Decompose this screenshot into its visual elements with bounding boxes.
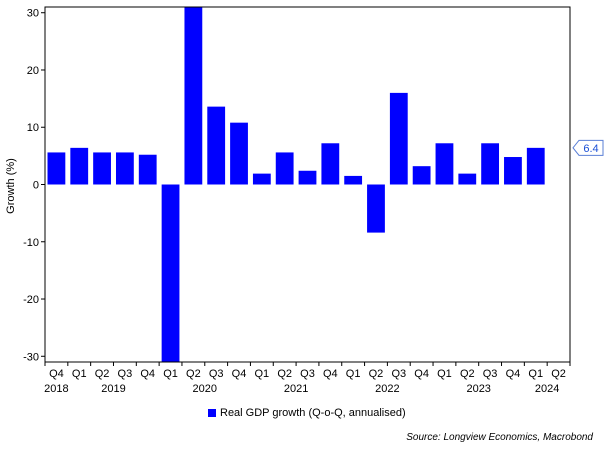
legend-label: Real GDP growth (Q-o-Q, annualised)	[220, 407, 406, 419]
legend-swatch	[208, 409, 216, 417]
bar	[275, 152, 294, 185]
bar	[344, 175, 363, 185]
y-axis-title: Growth (%)	[5, 158, 17, 214]
bar	[138, 154, 157, 185]
x-quarter-label: Q3	[391, 368, 406, 380]
x-quarter-label: Q2	[186, 368, 201, 380]
x-quarter-label: Q1	[163, 368, 178, 380]
x-quarter-label: Q3	[118, 368, 133, 380]
y-tick-label: -20	[23, 294, 39, 306]
x-year-label: 2023	[466, 383, 490, 395]
x-quarter-label: Q4	[49, 368, 64, 380]
bar	[70, 147, 89, 185]
bars-group	[47, 7, 545, 362]
bar	[47, 152, 66, 185]
x-quarter-label: Q4	[506, 368, 521, 380]
x-year-label: 2019	[101, 383, 125, 395]
bar	[115, 152, 134, 185]
x-axis-ticks: Q4 Q1 Q2 Q3 Q4 Q1 Q2 Q3 Q4 Q1 Q2 Q3 Q4 Q1 Q2 Q3 Q4 Q1 Q2 Q3…	[44, 362, 571, 395]
source-note: Source: Longview Economics, Macrobond	[406, 432, 593, 443]
x-quarter-label: Q1	[255, 368, 270, 380]
bar	[504, 157, 522, 185]
x-quarter-label: Q3	[483, 368, 498, 380]
bar	[458, 173, 477, 185]
y-tick-label: 0	[33, 180, 39, 192]
x-quarter-label: Q2	[460, 368, 475, 380]
x-quarter-label: Q1	[346, 368, 361, 380]
x-year-label: 2020	[193, 383, 217, 395]
callout-box	[572, 139, 604, 156]
x-quarter-label: Q3	[209, 368, 224, 380]
x-quarter-label: Q2	[277, 368, 292, 380]
bar	[412, 166, 431, 185]
x-quarter-label: Q2	[369, 368, 384, 380]
bar	[207, 106, 226, 185]
x-quarter-label: Q3	[300, 368, 315, 380]
bar	[252, 173, 271, 185]
bar	[184, 7, 203, 185]
x-quarter-label: Q2	[95, 368, 110, 380]
x-quarter-label: Q4	[323, 368, 338, 380]
legend: Real GDP growth (Q-o-Q, annualised)	[208, 407, 406, 419]
x-quarter-label: Q1	[528, 368, 543, 380]
y-tick-label: 30	[27, 8, 39, 20]
x-quarter-label: Q4	[140, 368, 155, 380]
x-quarter-label: Q1	[72, 368, 87, 380]
bar	[321, 143, 340, 185]
y-axis-ticks: 30 20 10 0 -10 -20 -30	[23, 8, 45, 363]
bar	[367, 184, 385, 233]
x-year-label: 2022	[375, 383, 399, 395]
x-quarter-label: Q2	[551, 368, 566, 380]
bar	[481, 143, 500, 185]
bar	[389, 92, 408, 185]
y-tick-label: -10	[23, 237, 39, 249]
bar	[93, 152, 111, 185]
x-year-label: 2024	[535, 383, 559, 395]
x-year-label: 2021	[284, 383, 308, 395]
bar	[161, 184, 180, 362]
bar	[526, 147, 545, 185]
x-year-label: 2018	[44, 383, 68, 395]
callout-label: 6.4	[583, 143, 598, 155]
y-tick-label: 10	[27, 122, 39, 134]
y-tick-label: -30	[23, 351, 39, 363]
x-quarter-label: Q4	[414, 368, 429, 380]
bar	[230, 122, 248, 185]
last-value-callout: 6.4	[572, 139, 604, 156]
bar	[298, 170, 317, 185]
x-quarter-label: Q1	[437, 368, 452, 380]
y-tick-label: 20	[27, 65, 39, 77]
x-quarter-label: Q4	[232, 368, 247, 380]
bar	[435, 143, 454, 185]
